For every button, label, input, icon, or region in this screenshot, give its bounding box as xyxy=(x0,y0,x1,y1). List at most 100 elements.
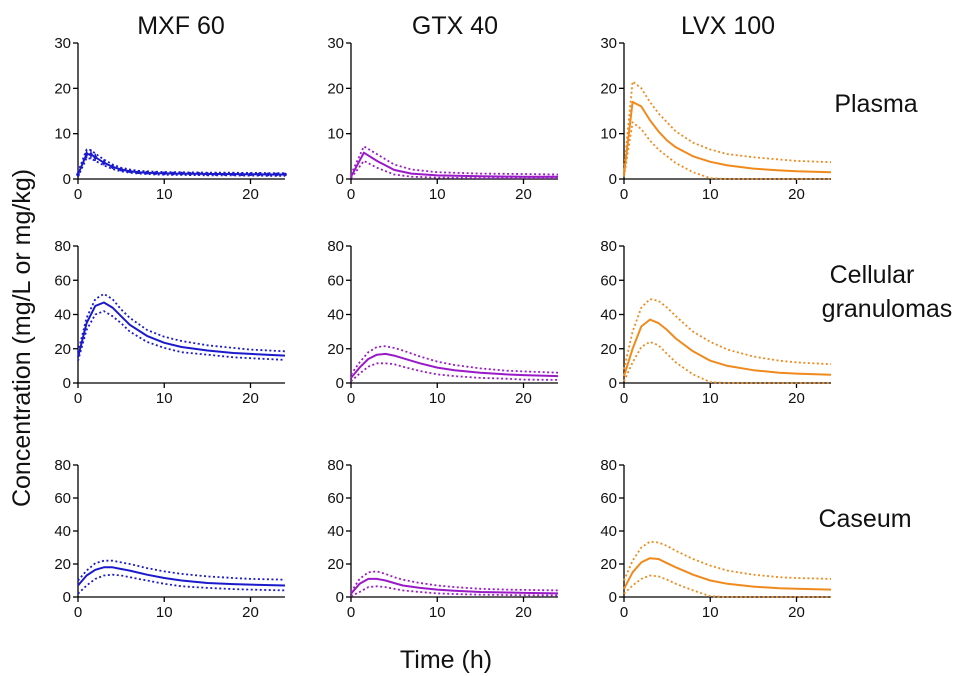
x-axis-title: Time (h) xyxy=(400,646,492,674)
x-tick-label: 20 xyxy=(242,390,259,407)
y-tick-label: 30 xyxy=(54,35,71,52)
series-upper-line xyxy=(350,345,559,375)
x-tick-label: 0 xyxy=(74,390,82,407)
y-tick-label: 60 xyxy=(54,490,71,507)
panel-grid: 0 10 20 30 0 10 20 0 10 20 30 0 10 20 0 10 20 30 0 10 20 0 20 4… xyxy=(54,35,832,621)
x-tick-label: 10 xyxy=(429,390,446,407)
series-lower-line xyxy=(350,159,558,180)
panel-gtx-40-cellular-granulomas: 0 20 40 60 80 0 10 20 xyxy=(327,238,559,407)
series-lower-line xyxy=(77,310,286,361)
data-point xyxy=(93,155,98,160)
panel-lvx-100-cellular-granulomas: 0 20 40 60 80 0 10 20 xyxy=(600,238,832,407)
x-tick-label: 0 xyxy=(620,604,628,621)
y-tick-label: 10 xyxy=(327,126,344,143)
y-tick-label: 0 xyxy=(609,171,617,188)
series-median-line xyxy=(350,577,559,595)
y-tick-label: 20 xyxy=(54,556,71,573)
x-tick-label: 10 xyxy=(156,604,173,621)
column-title-lvx: LVX 100 xyxy=(681,12,775,40)
series-lower-line xyxy=(77,157,285,178)
y-tick-label: 80 xyxy=(327,457,344,474)
x-tick-label: 10 xyxy=(156,186,173,203)
y-tick-label: 0 xyxy=(336,375,344,392)
column-title-gtx: GTX 40 xyxy=(412,12,498,40)
y-tick-label: 80 xyxy=(327,238,344,255)
panel-gtx-40-plasma: 0 10 20 30 0 10 20 xyxy=(327,35,559,203)
series-upper-line xyxy=(623,298,832,370)
panel-lvx-100-caseum: 0 20 40 60 80 0 10 20 xyxy=(600,457,832,621)
y-tick-label: 60 xyxy=(327,272,344,289)
y-tick-label: 60 xyxy=(54,272,71,289)
panel-gtx-40-caseum: 0 20 40 60 80 0 10 20 xyxy=(327,457,559,621)
x-tick-label: 20 xyxy=(788,390,805,407)
y-tick-label: 60 xyxy=(600,272,617,289)
column-title-mxf: MXF 60 xyxy=(137,12,225,40)
x-tick-label: 10 xyxy=(429,604,446,621)
y-tick-label: 80 xyxy=(54,457,71,474)
x-tick-label: 0 xyxy=(620,186,628,203)
row-title-plasma: Plasma xyxy=(834,90,917,118)
x-tick-label: 20 xyxy=(242,604,259,621)
row-title-granulomas: granulomas xyxy=(822,295,953,323)
y-tick-label: 60 xyxy=(600,490,617,507)
data-point xyxy=(110,164,115,169)
y-tick-label: 0 xyxy=(336,589,344,606)
y-tick-label: 40 xyxy=(327,523,344,540)
series-upper-line xyxy=(350,570,559,593)
y-tick-label: 40 xyxy=(327,307,344,324)
series-median-line xyxy=(77,301,286,358)
y-tick-label: 20 xyxy=(327,80,344,97)
y-tick-label: 20 xyxy=(54,80,71,97)
y-tick-label: 20 xyxy=(54,341,71,358)
data-point xyxy=(89,152,93,157)
series-lower-line xyxy=(350,362,559,382)
series-median-line xyxy=(77,153,285,176)
data-point xyxy=(84,152,89,156)
series-lower-line xyxy=(623,574,831,598)
y-tick-label: 40 xyxy=(600,307,617,324)
x-tick-label: 20 xyxy=(788,604,805,621)
y-tick-label: 80 xyxy=(54,238,71,255)
x-tick-label: 20 xyxy=(788,186,805,203)
x-tick-label: 10 xyxy=(702,604,719,621)
y-tick-label: 40 xyxy=(54,307,71,324)
series-upper-line xyxy=(77,292,286,353)
series-lower-line xyxy=(623,121,831,180)
y-tick-label: 0 xyxy=(63,589,71,606)
y-tick-label: 60 xyxy=(327,490,344,507)
x-tick-label: 0 xyxy=(74,186,82,203)
y-tick-label: 30 xyxy=(327,35,344,52)
y-tick-label: 20 xyxy=(600,80,617,97)
x-tick-label: 10 xyxy=(702,390,719,407)
series-median-line xyxy=(623,318,832,377)
panel-mxf-60-caseum: 0 20 40 60 80 0 10 20 xyxy=(54,457,286,621)
y-tick-label: 0 xyxy=(63,375,71,392)
data-point xyxy=(102,160,106,165)
y-tick-label: 10 xyxy=(54,126,71,143)
x-tick-label: 0 xyxy=(74,604,82,621)
y-tick-label: 20 xyxy=(327,556,344,573)
x-tick-label: 10 xyxy=(156,390,173,407)
x-tick-label: 20 xyxy=(515,604,532,621)
y-tick-label: 30 xyxy=(600,35,617,52)
y-tick-label: 40 xyxy=(54,523,71,540)
series-upper-line xyxy=(77,559,286,582)
series-median-line xyxy=(623,557,832,591)
y-tick-label: 80 xyxy=(600,238,617,255)
x-tick-label: 0 xyxy=(347,186,355,203)
panel-mxf-60-cellular-granulomas: 0 20 40 60 80 0 10 20 xyxy=(54,238,286,407)
row-title-cellular: Cellular xyxy=(830,261,915,289)
y-tick-label: 0 xyxy=(63,171,71,188)
x-tick-label: 0 xyxy=(347,390,355,407)
data-point xyxy=(231,172,236,176)
y-tick-label: 20 xyxy=(600,556,617,573)
y-tick-label: 80 xyxy=(600,457,617,474)
y-tick-label: 0 xyxy=(609,589,617,606)
x-tick-label: 10 xyxy=(702,186,719,203)
data-point xyxy=(240,172,244,177)
y-axis-title: Concentration (mg/L or mg/kg) xyxy=(8,169,36,507)
data-point xyxy=(119,167,123,172)
series-median-line xyxy=(350,151,558,178)
panel-mxf-60-plasma: 0 10 20 30 0 10 20 xyxy=(54,35,287,203)
